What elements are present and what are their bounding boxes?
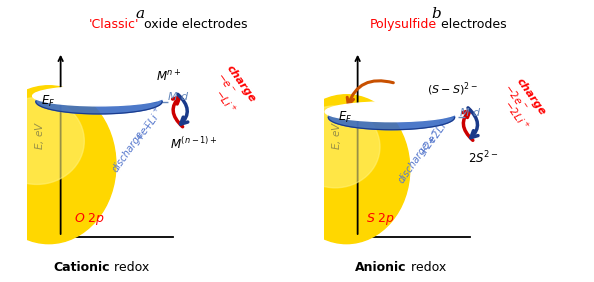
Text: $-2e^-$: $-2e^-$ bbox=[502, 81, 529, 113]
Text: $+e^-$: $+e^-$ bbox=[132, 118, 156, 144]
Text: $O\ 2p$: $O\ 2p$ bbox=[74, 211, 106, 227]
Text: charge: charge bbox=[515, 76, 548, 118]
Text: discharge: discharge bbox=[396, 140, 432, 185]
Text: $+2e^-$: $+2e^-$ bbox=[416, 126, 444, 158]
Text: $E_F$: $E_F$ bbox=[339, 110, 353, 125]
Text: Cationic: Cationic bbox=[53, 261, 110, 274]
Text: Anionic: Anionic bbox=[355, 261, 407, 274]
Text: $E_F$: $E_F$ bbox=[42, 94, 56, 109]
Text: $E$, eV: $E$, eV bbox=[330, 121, 343, 150]
Text: $M\ \it{d}$: $M\ \it{d}$ bbox=[459, 106, 482, 118]
Ellipse shape bbox=[0, 86, 116, 244]
Text: $+Li^+$: $+Li^+$ bbox=[140, 105, 166, 134]
Ellipse shape bbox=[36, 89, 162, 114]
Text: $(S-S)^{2-}$: $(S-S)^{2-}$ bbox=[427, 81, 478, 98]
Ellipse shape bbox=[283, 95, 410, 244]
Text: a: a bbox=[135, 7, 144, 21]
Text: $-Li^+$: $-Li^+$ bbox=[212, 87, 238, 116]
Ellipse shape bbox=[328, 105, 454, 130]
Text: $S\ 2p$: $S\ 2p$ bbox=[365, 211, 395, 227]
Text: oxide electrodes: oxide electrodes bbox=[140, 18, 247, 31]
Ellipse shape bbox=[290, 106, 380, 188]
Text: charge: charge bbox=[225, 63, 258, 104]
Text: $-2Li^+$: $-2Li^+$ bbox=[501, 98, 530, 133]
Text: electrodes: electrodes bbox=[437, 18, 506, 31]
Ellipse shape bbox=[0, 98, 84, 184]
Ellipse shape bbox=[33, 86, 165, 106]
Text: 'Classic': 'Classic' bbox=[89, 18, 140, 31]
Text: $E$, eV: $E$, eV bbox=[33, 121, 46, 150]
Text: redox: redox bbox=[110, 261, 149, 274]
Text: $M^{(n-1)+}$: $M^{(n-1)+}$ bbox=[170, 136, 217, 152]
Text: redox: redox bbox=[407, 261, 446, 274]
Text: $M^{n+}$: $M^{n+}$ bbox=[156, 69, 182, 85]
Text: Polysulfide: Polysulfide bbox=[369, 18, 437, 31]
Text: $M\ \it{d}$: $M\ \it{d}$ bbox=[167, 90, 189, 102]
Text: $-e^-$: $-e^-$ bbox=[214, 70, 237, 96]
Text: $+2Li^+$: $+2Li^+$ bbox=[424, 113, 454, 148]
Text: discharge: discharge bbox=[110, 129, 146, 174]
Text: $2S^{2-}$: $2S^{2-}$ bbox=[467, 150, 498, 167]
Ellipse shape bbox=[325, 102, 458, 122]
Text: b: b bbox=[432, 7, 441, 21]
